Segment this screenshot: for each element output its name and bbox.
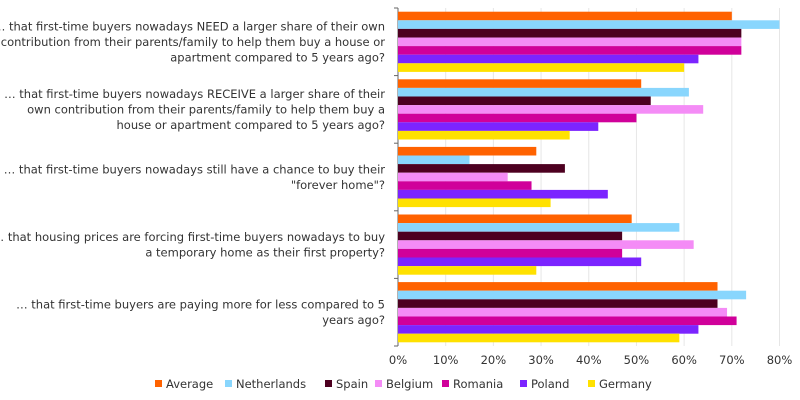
bar-spain-4 <box>398 299 718 308</box>
x-tick-label: 80% <box>767 353 793 367</box>
bar-poland-1 <box>398 122 599 131</box>
bar-romania-0 <box>398 46 742 55</box>
category-label-line: contribution from their parents/family t… <box>1 35 386 49</box>
bar-belgium-2 <box>398 172 508 182</box>
legend-label: Spain <box>336 377 368 391</box>
category-label-line: a temporary home as their first property… <box>145 245 385 259</box>
category-label-line: … that housing prices are forcing first-… <box>0 230 385 244</box>
category-label: … that housing prices are forcing first-… <box>0 230 385 260</box>
legend-item: Romania <box>442 377 503 391</box>
bar-germany-4 <box>398 333 680 343</box>
legend-label: Germany <box>599 377 652 391</box>
category-label: … that first-time buyers nowadays still … <box>4 162 385 192</box>
legend-label: Romania <box>453 377 503 391</box>
bar-romania-3 <box>398 248 623 258</box>
bar-spain-3 <box>398 231 623 241</box>
bar-belgium-0 <box>398 37 742 47</box>
bar-spain-1 <box>398 96 651 106</box>
bar-netherlands-3 <box>398 223 680 232</box>
bar-belgium-4 <box>398 307 728 317</box>
bar-netherlands-0 <box>398 20 780 29</box>
bar-spain-0 <box>398 28 742 38</box>
category-label: … that first-time buyers are paying more… <box>16 297 385 327</box>
x-tick-label: 60% <box>671 353 697 367</box>
legend-item: Netherlands <box>225 377 306 391</box>
bar-poland-4 <box>398 325 699 334</box>
bar-average-3 <box>398 214 632 224</box>
bar-spain-2 <box>398 164 565 173</box>
bar-poland-3 <box>398 257 642 267</box>
bar-poland-0 <box>398 54 699 64</box>
x-tick-label: 20% <box>481 353 507 367</box>
bar-average-0 <box>398 11 732 21</box>
bar-average-4 <box>398 282 718 291</box>
x-tick-label: 50% <box>624 353 650 367</box>
legend-label: Netherlands <box>236 377 306 391</box>
bar-netherlands-1 <box>398 87 689 97</box>
bar-netherlands-2 <box>398 155 470 165</box>
bar-germany-1 <box>398 130 570 140</box>
bar-germany-0 <box>398 63 685 72</box>
x-tick-label: 10% <box>433 353 459 367</box>
bar-belgium-3 <box>398 240 694 249</box>
bar-germany-3 <box>398 266 537 275</box>
category-label-line: house or apartment compared to 5 years a… <box>117 118 386 132</box>
legend-item: Belgium <box>375 377 433 391</box>
bar-romania-4 <box>398 316 737 326</box>
bar-belgium-1 <box>398 105 704 114</box>
legend-label: Belgium <box>386 377 433 391</box>
bar-germany-2 <box>398 198 551 208</box>
bar-romania-2 <box>398 181 532 190</box>
category-label-line: own contribution from their parents/fami… <box>27 102 385 116</box>
legend-swatch <box>442 380 449 387</box>
x-tick-label: 0% <box>389 353 407 367</box>
category-label-line: … that first-time buyers nowadays still … <box>4 162 385 176</box>
x-tick-label: 40% <box>576 353 602 367</box>
legend-label: Average <box>166 377 213 391</box>
category-label-line: years ago? <box>322 313 385 327</box>
legend-item: Germany <box>588 377 652 391</box>
legend-label: Poland <box>531 377 569 391</box>
legend-item: Average <box>155 377 213 391</box>
x-tick-label: 30% <box>528 353 554 367</box>
legend-swatch <box>225 380 232 387</box>
category-label-line: … that first-time buyers nowadays RECEIV… <box>4 87 385 101</box>
category-label-line: … that first-time buyers are paying more… <box>16 297 385 311</box>
legend-swatch <box>588 380 595 387</box>
category-label: … that first-time buyers nowadays RECEIV… <box>4 87 385 132</box>
bar-romania-1 <box>398 113 637 123</box>
bar-poland-2 <box>398 189 608 199</box>
category-label: … that first-time buyers nowadays NEED a… <box>0 19 385 64</box>
bar-netherlands-4 <box>398 290 747 300</box>
legend-swatch <box>520 380 527 387</box>
legend-item: Spain <box>325 377 368 391</box>
category-label-line: … that first-time buyers nowadays NEED a… <box>0 19 385 33</box>
x-tick-label: 70% <box>719 353 745 367</box>
category-label-line: apartment compared to 5 years ago? <box>170 50 385 64</box>
bar-average-1 <box>398 79 642 88</box>
legend-swatch <box>375 380 382 387</box>
legend-swatch <box>155 380 162 387</box>
legend-item: Poland <box>520 377 569 391</box>
category-label-line: "forever home"? <box>291 178 385 192</box>
bar-average-2 <box>398 146 537 156</box>
legend-swatch <box>325 380 332 387</box>
